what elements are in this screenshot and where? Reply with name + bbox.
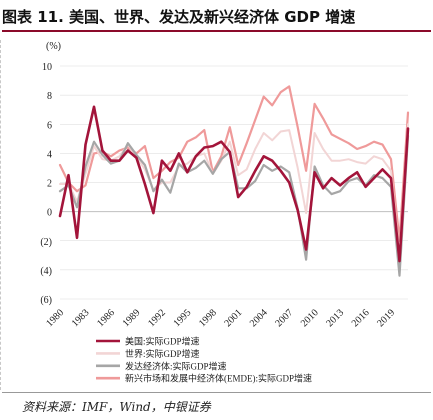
x-tick-label: 2013 (324, 307, 346, 329)
series-line-emde (58, 85, 410, 242)
y-tick-label: 6 (47, 120, 52, 131)
legend-label: 世界:实际GDP增速 (125, 348, 200, 359)
y-tick-label: 0 (47, 208, 52, 219)
x-tick-label: 1980 (44, 307, 66, 329)
legend: 美国:实际GDP增速世界:实际GDP增速发达经济体:实际GDP增速新兴市场和发展… (96, 336, 312, 384)
figure-title: 图表 11. 美国、世界、发达及新兴经济体 GDP 增速 (2, 8, 356, 26)
x-tick-label: 1992 (146, 307, 168, 329)
y-tick-label: 10 (42, 62, 52, 73)
y-tick-label: 4 (47, 149, 52, 160)
x-tick-label: 2007 (273, 307, 295, 329)
x-tick-label: 1989 (121, 307, 143, 329)
y-tick-label: (4) (40, 266, 52, 277)
x-tick-label: 2001 (222, 307, 244, 329)
unit-label: (%) (46, 41, 61, 52)
x-tick-label: 1995 (172, 307, 194, 329)
title-rule (2, 30, 431, 32)
grid-lines (60, 65, 408, 300)
series-line-world (59, 123, 409, 258)
series-lines (58, 85, 410, 277)
y-tick-label: 8 (47, 91, 52, 102)
x-tick-label: 2010 (299, 307, 321, 329)
x-tick-label: 1986 (95, 307, 117, 329)
x-tick-label: 1998 (197, 307, 219, 329)
y-tick-label: 2 (47, 179, 52, 190)
legend-label: 美国:实际GDP增速 (125, 336, 200, 347)
source-rule (2, 392, 431, 393)
series-line-usa (58, 105, 410, 263)
x-tick-label: 2019 (375, 307, 397, 329)
left-dashed-border (0, 40, 2, 390)
source-note: 资料来源：IMF，Wind，中银证券 (22, 400, 211, 414)
y-tick-labels: 10 8 6 4 2 0 (2) (4) (6) (40, 62, 52, 306)
legend-label: 发达经济体:实际GDP增速 (125, 360, 227, 371)
legend-item-world: 世界:实际GDP增速 (96, 348, 200, 359)
x-tick-label: 2016 (350, 307, 372, 329)
x-tick-label: 1983 (70, 307, 92, 329)
legend-label: 新兴市场和发展中经济体(EMDE):实际GDP增速 (125, 373, 312, 384)
legend-item-advanced: 发达经济体:实际GDP增速 (96, 360, 227, 371)
y-tick-label: (2) (40, 237, 52, 248)
x-tick-label: 2004 (248, 307, 270, 329)
x-tick-labels: 1980 1983 1986 1989 1992 1995 1998 2001 2004 2007… (44, 307, 397, 329)
y-tick-label: (6) (40, 295, 52, 306)
legend-item-emde: 新兴市场和发展中经济体(EMDE):实际GDP增速 (96, 373, 312, 384)
legend-item-usa: 美国:实际GDP增速 (96, 336, 200, 347)
